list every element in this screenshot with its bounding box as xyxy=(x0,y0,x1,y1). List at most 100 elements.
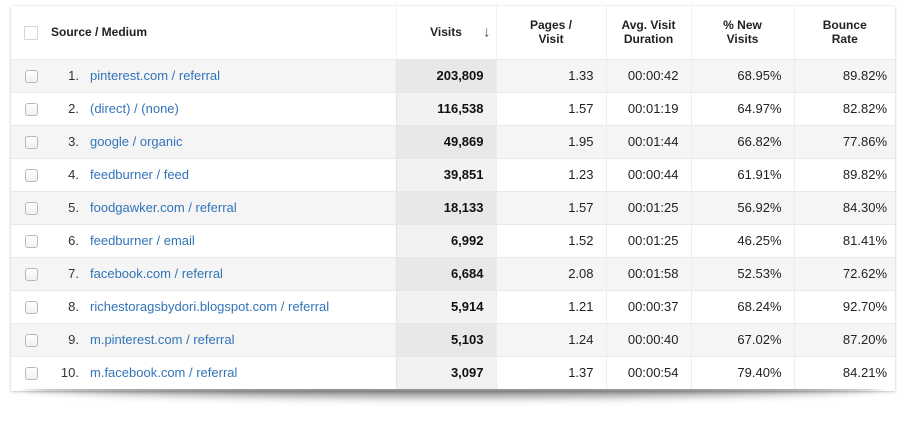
bounce-rate-value: 89.82% xyxy=(793,59,895,92)
row-checkbox-cell xyxy=(11,191,51,224)
bounce-rate-value: 77.86% xyxy=(793,125,895,158)
pct-new-visits-value: 56.92% xyxy=(690,191,794,224)
table-row: 3. google / organic 49,869 1.95 00:01:44 … xyxy=(11,125,895,158)
table-row: 4. feedburner / feed 39,851 1.23 00:00:44… xyxy=(11,158,895,191)
source-medium-header-label: Source / Medium xyxy=(51,25,148,40)
table-row: 9. m.pinterest.com / referral 5,103 1.24 … xyxy=(11,323,895,356)
row-checkbox[interactable] xyxy=(24,334,38,348)
source-medium-cell: 2. (direct) / (none) xyxy=(51,92,396,125)
pct-new-visits-value: 68.95% xyxy=(690,59,794,92)
pages-per-visit-value: 1.33 xyxy=(495,59,606,92)
visits-value: 39,851 xyxy=(395,158,496,191)
column-header-visits[interactable]: Visits ↓ xyxy=(395,6,496,59)
visits-value: 6,992 xyxy=(395,224,496,257)
source-medium-link[interactable]: facebook.com / referral xyxy=(90,266,223,281)
source-medium-link[interactable]: richestoragsbydori.blogspot.com / referr… xyxy=(90,299,330,314)
avg-visit-duration-value: 00:00:44 xyxy=(605,158,691,191)
source-medium-cell: 4. feedburner / feed xyxy=(51,158,396,191)
bounce-rate-header-label: Bounce Rate xyxy=(822,18,867,47)
row-checkbox-cell xyxy=(11,224,51,257)
row-rank: 1. xyxy=(68,68,79,83)
source-medium-table: Source / Medium Visits ↓ Pages / Visit A… xyxy=(11,6,895,389)
source-medium-link[interactable]: feedburner / feed xyxy=(90,167,190,182)
column-header-pages-per-visit[interactable]: Pages / Visit xyxy=(495,6,606,59)
pages-per-visit-value: 1.21 xyxy=(495,290,606,323)
row-checkbox-cell xyxy=(11,92,51,125)
table-row: 7. facebook.com / referral 6,684 2.08 00:… xyxy=(11,257,895,290)
table-row: 5. foodgawker.com / referral 18,133 1.57 … xyxy=(11,191,895,224)
source-medium-cell: 7. facebook.com / referral xyxy=(51,257,396,290)
row-rank: 6. xyxy=(68,233,79,248)
source-medium-cell: 10. m.facebook.com / referral xyxy=(51,356,396,389)
row-checkbox[interactable] xyxy=(24,202,38,216)
row-checkbox-cell xyxy=(11,356,51,389)
avg-visit-duration-value: 00:00:54 xyxy=(605,356,691,389)
source-medium-link[interactable]: m.facebook.com / referral xyxy=(90,365,238,381)
visits-value: 203,809 xyxy=(395,59,496,92)
analytics-table-card: Source / Medium Visits ↓ Pages / Visit A… xyxy=(11,6,895,391)
pages-per-visit-value: 1.95 xyxy=(495,125,606,158)
row-checkbox[interactable] xyxy=(24,301,38,315)
column-header-source-medium[interactable]: Source / Medium xyxy=(51,6,396,59)
avg-visit-duration-value: 00:01:19 xyxy=(605,92,691,125)
source-medium-cell: 8. richestoragsbydori.blogspot.com / refe… xyxy=(51,290,396,323)
row-rank: 4. xyxy=(68,167,79,182)
bounce-rate-value: 87.20% xyxy=(793,323,895,356)
source-medium-link[interactable]: (direct) / (none) xyxy=(90,101,179,116)
row-checkbox[interactable] xyxy=(24,70,38,84)
table-row: 6. feedburner / email 6,992 1.52 00:01:25… xyxy=(11,224,895,257)
pages-per-visit-header-label: Pages / Visit xyxy=(529,18,573,47)
source-medium-link[interactable]: m.pinterest.com / referral xyxy=(90,332,235,347)
row-checkbox[interactable] xyxy=(24,169,38,183)
pct-new-visits-value: 67.02% xyxy=(690,323,794,356)
visits-value: 3,097 xyxy=(395,356,496,389)
visits-value: 6,684 xyxy=(395,257,496,290)
row-rank: 8. xyxy=(68,299,79,314)
avg-visit-duration-value: 00:00:42 xyxy=(605,59,691,92)
avg-visit-duration-value: 00:01:25 xyxy=(605,191,691,224)
source-medium-cell: 3. google / organic xyxy=(51,125,396,158)
bounce-rate-value: 72.62% xyxy=(793,257,895,290)
row-checkbox[interactable] xyxy=(24,136,38,150)
table-row: 8. richestoragsbydori.blogspot.com / refe… xyxy=(11,290,895,323)
pages-per-visit-value: 1.24 xyxy=(495,323,606,356)
sort-descending-icon[interactable]: ↓ xyxy=(483,23,491,41)
row-checkbox-cell xyxy=(11,158,51,191)
pct-new-visits-value: 68.24% xyxy=(690,290,794,323)
row-checkbox-cell xyxy=(11,323,51,356)
column-header-avg-visit-duration[interactable]: Avg. Visit Duration xyxy=(605,6,691,59)
pages-per-visit-value: 2.08 xyxy=(495,257,606,290)
row-checkbox-cell xyxy=(11,59,51,92)
row-checkbox[interactable] xyxy=(24,235,38,249)
bounce-rate-value: 82.82% xyxy=(793,92,895,125)
row-checkbox[interactable] xyxy=(24,367,38,381)
source-medium-link[interactable]: pinterest.com / referral xyxy=(90,68,221,83)
avg-visit-duration-header-label: Avg. Visit Duration xyxy=(621,18,676,47)
row-checkbox-cell xyxy=(11,125,51,158)
row-checkbox[interactable] xyxy=(24,268,38,282)
column-header-pct-new-visits[interactable]: % New Visits xyxy=(690,6,794,59)
row-rank: 9. xyxy=(68,332,79,347)
source-medium-link[interactable]: foodgawker.com / referral xyxy=(90,200,237,215)
row-checkbox[interactable] xyxy=(24,103,38,117)
pct-new-visits-value: 46.25% xyxy=(690,224,794,257)
source-medium-link[interactable]: google / organic xyxy=(90,134,183,149)
table-row: 2. (direct) / (none) 116,538 1.57 00:01:1… xyxy=(11,92,895,125)
avg-visit-duration-value: 00:01:44 xyxy=(605,125,691,158)
table-header-row: Source / Medium Visits ↓ Pages / Visit A… xyxy=(11,6,895,59)
avg-visit-duration-value: 00:01:25 xyxy=(605,224,691,257)
visits-value: 5,914 xyxy=(395,290,496,323)
pct-new-visits-value: 64.97% xyxy=(690,92,794,125)
bounce-rate-value: 92.70% xyxy=(793,290,895,323)
row-checkbox-cell xyxy=(11,290,51,323)
visits-value: 5,103 xyxy=(395,323,496,356)
select-all-checkbox[interactable] xyxy=(24,25,38,40)
row-checkbox-cell xyxy=(11,257,51,290)
pages-per-visit-value: 1.37 xyxy=(495,356,606,389)
pct-new-visits-value: 66.82% xyxy=(690,125,794,158)
bounce-rate-value: 81.41% xyxy=(793,224,895,257)
column-header-bounce-rate[interactable]: Bounce Rate xyxy=(793,6,895,59)
source-medium-link[interactable]: feedburner / email xyxy=(90,233,195,248)
row-rank: 7. xyxy=(68,266,79,281)
